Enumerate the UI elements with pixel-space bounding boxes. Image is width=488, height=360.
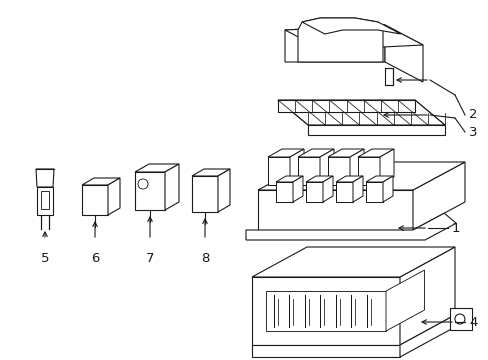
Text: 5: 5 xyxy=(41,252,49,265)
Polygon shape xyxy=(297,18,382,62)
Polygon shape xyxy=(285,25,422,50)
Polygon shape xyxy=(192,176,218,212)
Polygon shape xyxy=(36,169,54,187)
Polygon shape xyxy=(307,125,444,135)
Polygon shape xyxy=(285,25,384,62)
Polygon shape xyxy=(278,100,414,112)
Polygon shape xyxy=(412,162,464,230)
Polygon shape xyxy=(379,149,393,185)
Polygon shape xyxy=(278,100,444,125)
Text: 2: 2 xyxy=(468,108,476,122)
Polygon shape xyxy=(399,247,454,345)
Polygon shape xyxy=(251,277,399,345)
Polygon shape xyxy=(82,178,120,185)
Text: 6: 6 xyxy=(91,252,99,265)
Polygon shape xyxy=(385,270,424,331)
Polygon shape xyxy=(275,182,292,202)
Polygon shape xyxy=(302,18,400,34)
Polygon shape xyxy=(297,149,333,157)
Polygon shape xyxy=(323,176,332,202)
Polygon shape xyxy=(258,190,412,230)
Text: 8: 8 xyxy=(201,252,209,265)
Polygon shape xyxy=(357,149,393,157)
Polygon shape xyxy=(164,164,179,210)
Polygon shape xyxy=(135,164,179,172)
Polygon shape xyxy=(41,191,49,209)
Polygon shape xyxy=(267,157,289,185)
Polygon shape xyxy=(399,315,454,357)
Polygon shape xyxy=(82,185,108,215)
Polygon shape xyxy=(319,149,333,185)
Polygon shape xyxy=(305,182,323,202)
Polygon shape xyxy=(289,149,304,185)
Polygon shape xyxy=(267,149,304,157)
Polygon shape xyxy=(384,25,422,82)
Polygon shape xyxy=(245,213,455,240)
Polygon shape xyxy=(357,157,379,185)
Polygon shape xyxy=(265,291,385,331)
Text: 1: 1 xyxy=(451,221,460,234)
Text: 4: 4 xyxy=(468,315,476,328)
Polygon shape xyxy=(449,308,471,330)
Polygon shape xyxy=(292,176,303,202)
Polygon shape xyxy=(384,68,392,85)
Polygon shape xyxy=(349,149,363,185)
Polygon shape xyxy=(335,176,362,182)
Polygon shape xyxy=(275,176,303,182)
Polygon shape xyxy=(335,182,352,202)
Polygon shape xyxy=(327,149,363,157)
Polygon shape xyxy=(305,176,332,182)
Polygon shape xyxy=(37,187,53,215)
Polygon shape xyxy=(352,176,362,202)
Text: 7: 7 xyxy=(145,252,154,265)
Polygon shape xyxy=(218,169,229,212)
Polygon shape xyxy=(251,247,454,277)
Polygon shape xyxy=(327,157,349,185)
Polygon shape xyxy=(365,176,392,182)
Polygon shape xyxy=(258,162,464,190)
Polygon shape xyxy=(297,157,319,185)
Polygon shape xyxy=(108,178,120,215)
Polygon shape xyxy=(192,169,229,176)
Polygon shape xyxy=(365,182,382,202)
Polygon shape xyxy=(135,172,164,210)
Polygon shape xyxy=(251,345,399,357)
Text: 3: 3 xyxy=(468,126,476,139)
Polygon shape xyxy=(382,176,392,202)
